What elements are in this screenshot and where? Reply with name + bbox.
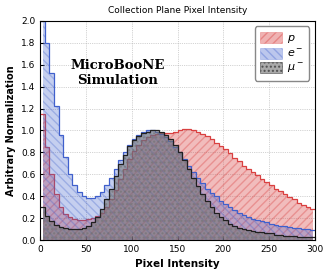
Legend: $\mathbf{\it{p}}$, $\mathbf{\it{e^-}}$, $\mathbf{\it{\mu^-}}$: $\mathbf{\it{p}}$, $\mathbf{\it{e^-}}$, … (255, 26, 309, 81)
Text: MicroBooNE
Simulation: MicroBooNE Simulation (70, 59, 164, 87)
X-axis label: Pixel Intensity: Pixel Intensity (135, 259, 220, 270)
Title: Collection Plane Pixel Intensity: Collection Plane Pixel Intensity (108, 6, 247, 15)
Y-axis label: Arbitrary Normalization: Arbitrary Normalization (6, 65, 15, 196)
